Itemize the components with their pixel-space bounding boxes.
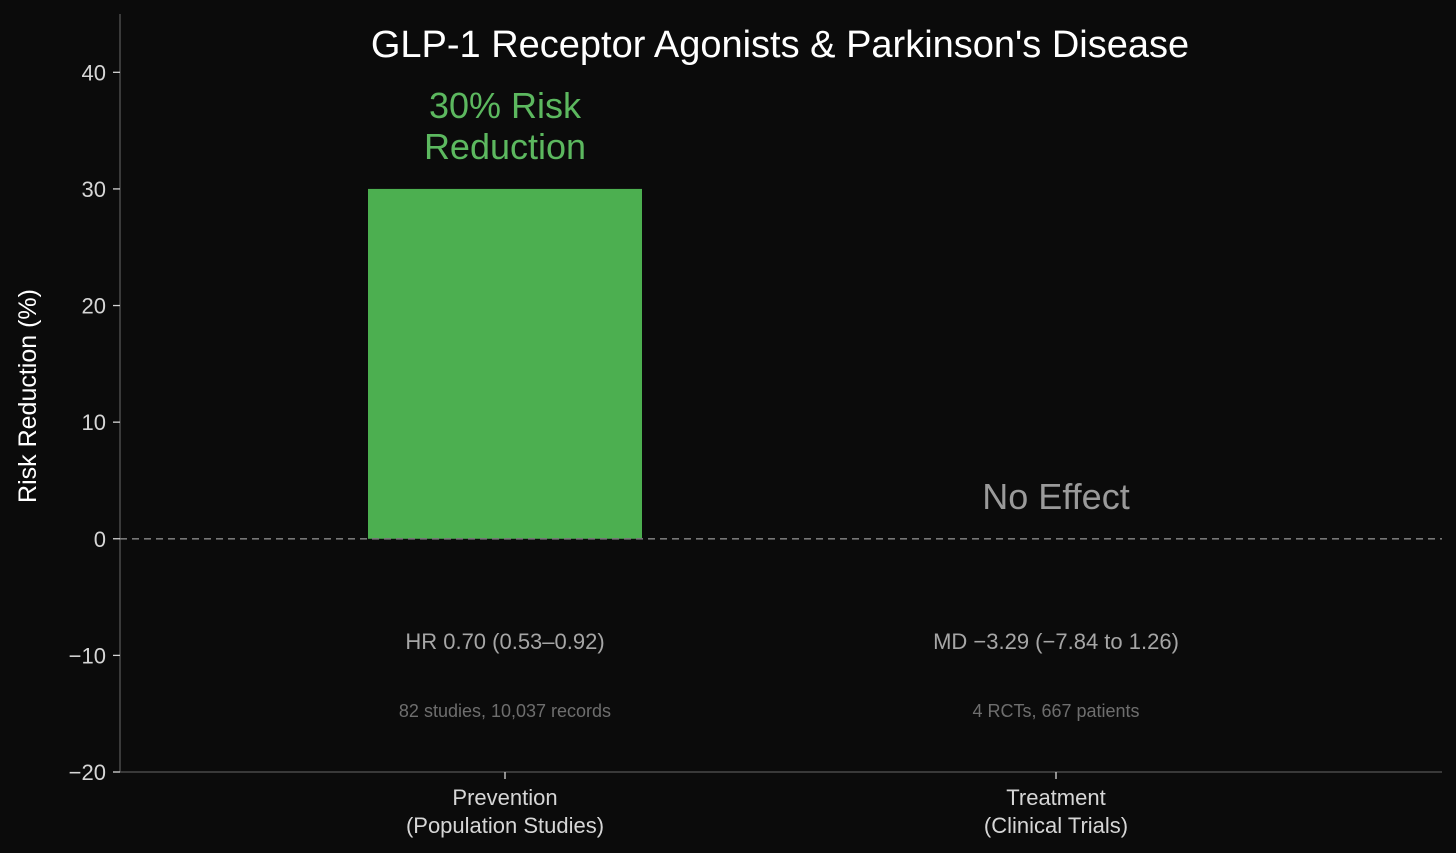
- y-axis-label: Risk Reduction (%): [14, 289, 42, 503]
- bars: [368, 188, 642, 539]
- bar-prevention: [368, 188, 642, 539]
- y-tick-label: −20: [69, 760, 106, 785]
- sample-size-label: 4 RCTs, 667 patients: [972, 701, 1139, 721]
- x-tick-label-sub: (Population Studies): [406, 813, 604, 838]
- effect-stat-label: MD −3.29 (−7.84 to 1.26): [933, 629, 1179, 654]
- bar-value-label: No Effect: [982, 476, 1129, 517]
- x-tick-label: Treatment: [1006, 785, 1105, 810]
- y-tick-label: 10: [82, 410, 106, 435]
- x-tick-label: Prevention: [452, 785, 557, 810]
- y-tick-label: 40: [82, 60, 106, 85]
- y-ticks: −20 −10 0 10 20 30 40: [69, 60, 120, 785]
- y-tick-label: 20: [82, 294, 106, 319]
- y-tick-label: 0: [94, 527, 106, 552]
- effect-stat-label: HR 0.70 (0.53–0.92): [405, 629, 604, 654]
- chart-title: GLP-1 Receptor Agonists & Parkinson's Di…: [371, 24, 1189, 66]
- y-tick-label: 30: [82, 177, 106, 202]
- sample-size-label: 82 studies, 10,037 records: [399, 701, 611, 721]
- y-tick-label: −10: [69, 643, 106, 668]
- x-ticks: Prevention (Population Studies) Treatment (…: [406, 772, 1128, 838]
- axes-layer: [119, 14, 1442, 773]
- x-tick-label-sub: (Clinical Trials): [984, 813, 1128, 838]
- bar-value-label: Reduction: [424, 126, 586, 167]
- bar-value-label: 30% Risk: [429, 85, 582, 126]
